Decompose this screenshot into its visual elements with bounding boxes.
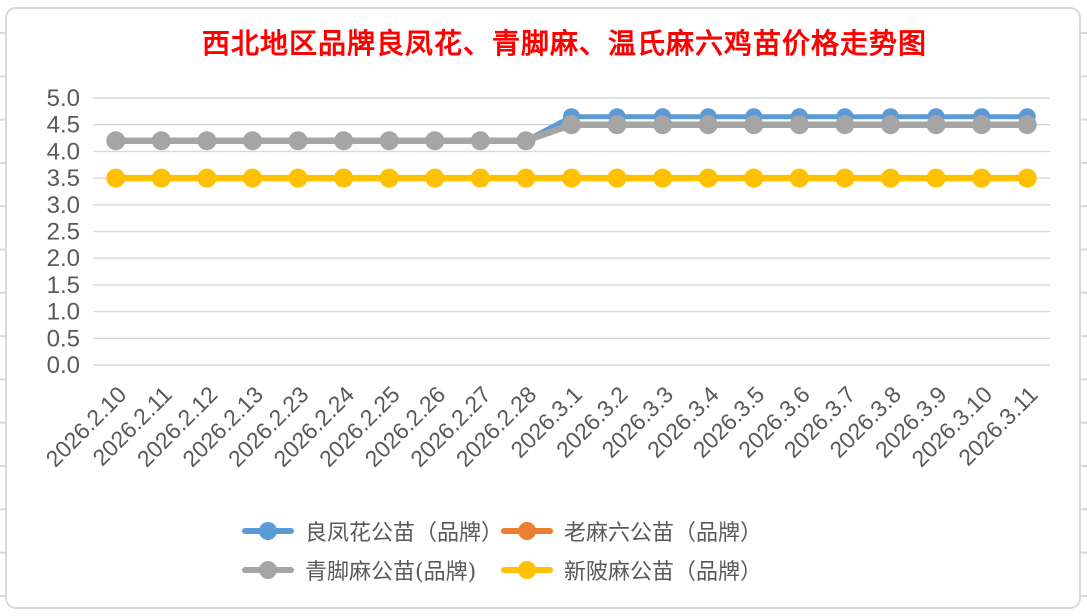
y-tick-label: 3.0: [47, 192, 80, 219]
data-point-marker: [1017, 168, 1037, 188]
legend-item-liangfenghua: 良凤花公苗（品牌）: [242, 516, 503, 546]
legend-item-label: 青脚麻公苗(品牌): [305, 560, 477, 585]
data-point-marker: [744, 168, 764, 188]
y-tick-label: 4.0: [47, 138, 80, 165]
chart-title: 西北地区品牌良凤花、青脚麻、温氏麻六鸡苗价格走势图: [201, 27, 927, 60]
data-point-marker: [516, 168, 536, 188]
legend-item-label: 老麻六公苗（品牌）: [564, 521, 763, 546]
data-point-marker: [425, 168, 445, 188]
data-point-marker: [151, 168, 171, 188]
data-point-marker: [881, 168, 900, 188]
data-point-marker: [653, 115, 673, 135]
data-point-marker: [243, 131, 262, 151]
legend-item-xinpoma: 新陂麻公苗（品牌）: [501, 555, 762, 585]
y-tick-label: 2.0: [47, 245, 80, 272]
legend-line-marker-icon: [501, 555, 553, 585]
data-point-marker: [379, 168, 399, 188]
y-tick-label: 0.0: [47, 352, 80, 379]
data-point-marker: [243, 168, 262, 188]
data-point-marker: [607, 115, 627, 135]
data-point-marker: [1017, 115, 1037, 135]
y-tick-label: 0.5: [47, 325, 80, 352]
data-point-marker: [835, 115, 855, 135]
y-tick-label: 1.5: [47, 272, 80, 299]
data-point-marker: [288, 131, 308, 151]
data-point-marker: [789, 168, 809, 188]
data-point-marker: [744, 115, 764, 135]
data-point-marker: [698, 115, 718, 135]
legend-line-marker-icon: [501, 516, 553, 546]
legend-line-marker-icon: [242, 516, 294, 546]
data-point-marker: [653, 168, 673, 188]
data-point-marker: [881, 115, 900, 135]
data-point-marker: [288, 168, 308, 188]
data-point-marker: [562, 168, 581, 188]
legend-item-laomaliu: 老麻六公苗（品牌）: [501, 516, 762, 546]
data-point-marker: [698, 168, 718, 188]
data-point-marker: [926, 115, 946, 135]
data-point-marker: [197, 168, 217, 188]
data-point-marker: [470, 131, 490, 151]
y-tick-label: 1.0: [47, 299, 80, 326]
data-point-marker: [516, 131, 536, 151]
legend-line-marker-icon: [242, 555, 294, 585]
data-point-marker: [151, 131, 171, 151]
legend-item-label: 新陂麻公苗（品牌）: [564, 560, 763, 585]
data-point-marker: [379, 131, 399, 151]
data-point-marker: [197, 131, 217, 151]
y-tick-label: 3.5: [47, 165, 80, 192]
data-point-marker: [607, 168, 627, 188]
data-point-marker: [789, 115, 809, 135]
data-point-marker: [972, 115, 992, 135]
y-tick-label: 2.5: [47, 219, 80, 246]
data-point-marker: [972, 168, 992, 188]
data-point-marker: [470, 168, 490, 188]
data-point-marker: [334, 168, 354, 188]
y-tick-label: 4.5: [47, 112, 80, 139]
data-point-marker: [926, 168, 946, 188]
data-point-marker: [106, 168, 126, 188]
legend-item-label: 良凤花公苗（品牌）: [305, 521, 504, 546]
data-point-marker: [106, 131, 126, 151]
legend-item-qingjiaoma: 青脚麻公苗(品牌): [242, 555, 476, 585]
data-point-marker: [425, 131, 445, 151]
data-point-marker: [562, 115, 581, 135]
data-point-marker: [835, 168, 855, 188]
chart-border: [5, 7, 1081, 609]
y-tick-label: 5.0: [47, 85, 80, 112]
data-point-marker: [334, 131, 354, 151]
